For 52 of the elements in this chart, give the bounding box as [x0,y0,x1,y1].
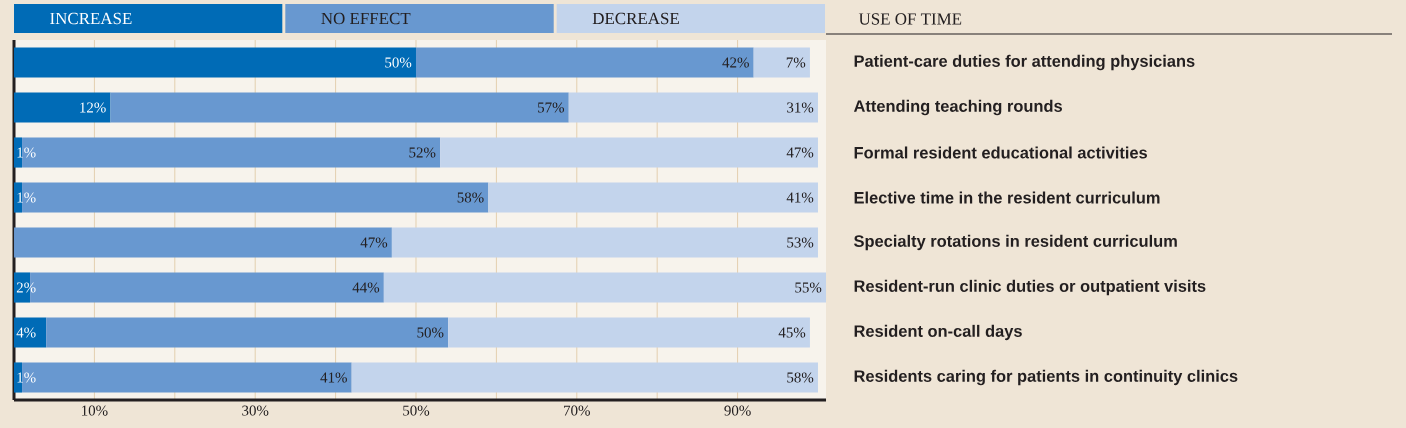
y-tick-label: Resident on-call days [854,324,1022,341]
data-label: 52% [409,147,436,158]
data-label: 58% [787,372,814,383]
bar [440,137,818,168]
y-tick-label: Attending teaching rounds [853,99,1062,116]
bar [448,317,810,348]
data-label: 47% [360,237,388,248]
data-label: 55% [795,282,822,293]
data-label: 31% [787,102,814,113]
bar [383,272,827,303]
y-tick-label: Specialty rotations in resident curriculum [854,234,1177,251]
data-label: 7% [786,57,806,68]
bar [14,92,111,123]
data-label: 47% [786,147,814,158]
bar [14,317,47,348]
data-label: 45% [778,327,806,338]
bar [14,227,392,258]
y-tick-label: Resident-run clinic duties or outpatient visits [854,279,1206,296]
data-label: 58% [457,192,484,203]
bar [568,92,818,123]
y-axis-title: USE OF TIME [858,13,962,25]
data-label: 57% [538,102,565,113]
data-label: 41% [786,192,814,203]
data-label: 41% [320,372,347,383]
x-tick-label: 90% [724,405,751,416]
y-tick-label: Patient-care duties for attending physicians [854,54,1195,71]
data-label: 12% [80,102,106,113]
y-tick-label: Residents caring for patients in continuity clinics [854,369,1238,386]
data-label: 50% [385,57,412,68]
y-tick-label: Elective time in the resident curriculum [854,191,1160,204]
bar [753,47,810,78]
data-label: 53% [787,237,814,248]
data-label: 42% [722,57,749,68]
data-label: 4% [16,327,36,338]
series-label: NO EFFECT [321,12,411,25]
bar [110,92,569,123]
text: DECREASE [592,12,679,25]
bar [391,227,818,258]
y-tick-label: Formal resident educational activities [854,146,1148,159]
data-label: 2% [16,282,36,293]
bar [488,182,818,213]
bar [415,47,754,78]
data-label: 50% [417,327,444,338]
series-label: INCREASE [50,12,132,25]
x-tick-label: 50% [403,405,430,416]
bar [14,47,416,78]
bar [46,317,449,348]
bar [351,362,818,393]
x-tick-label: 10% [82,405,108,416]
data-label: 44% [352,282,380,293]
x-tick-label: 30% [242,405,269,416]
x-tick-label: 70% [564,405,590,416]
